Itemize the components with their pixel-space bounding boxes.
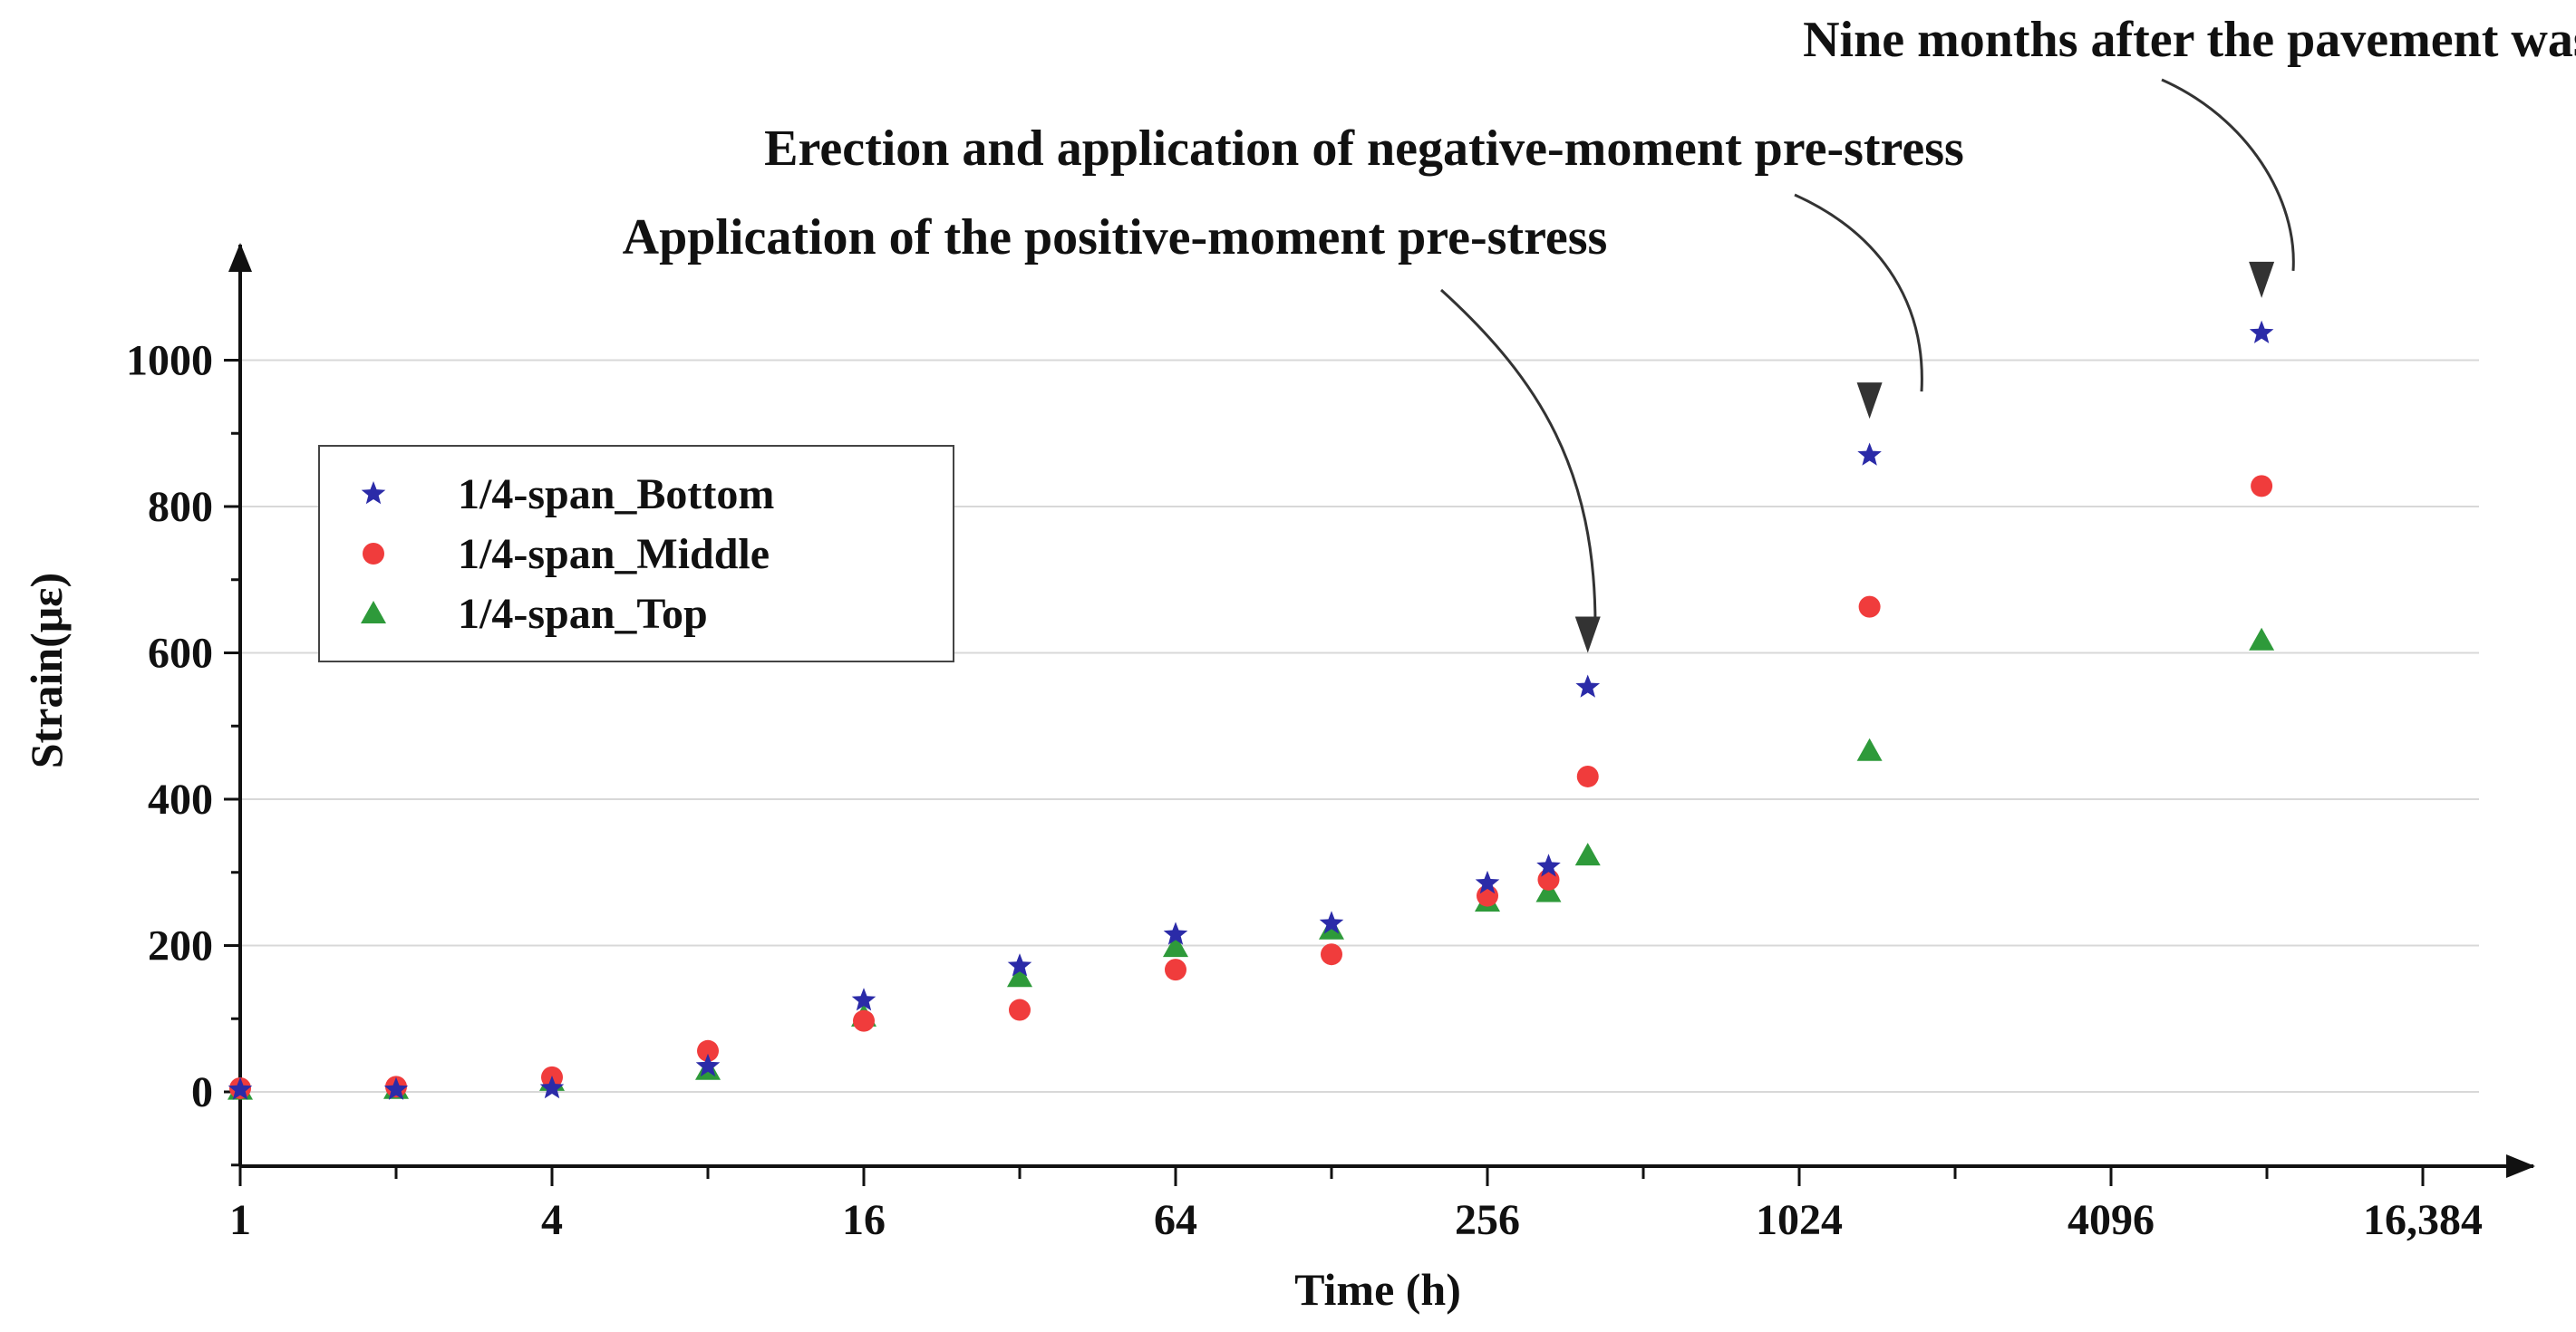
- axes: [224, 243, 2535, 1186]
- data-point-star: [539, 1076, 565, 1099]
- data-point-star: [1319, 911, 1344, 934]
- data-point-star: [1536, 854, 1561, 877]
- data-point-triangle: [1007, 964, 1032, 988]
- y-axis-arrow-icon: [228, 243, 252, 272]
- data-point-circle: [2251, 475, 2273, 497]
- data-point-star: [851, 988, 876, 1011]
- data-point-star: [695, 1053, 721, 1077]
- x-tick-label: 64: [1154, 1196, 1197, 1244]
- x-tick-label: 4096: [2068, 1196, 2155, 1244]
- data-point-circle: [1858, 595, 1881, 618]
- annotation-arrowhead-icon: [1574, 616, 1601, 653]
- annotation-label: Erection and application of negative-mom…: [764, 121, 1964, 177]
- legend-label: 1/4-span_Middle: [458, 530, 770, 578]
- data-point-star: [1575, 674, 1601, 698]
- data-point-star: [1007, 953, 1032, 977]
- annotation-arrowhead-icon: [1856, 382, 1883, 420]
- annotation-arrow-line: [1794, 193, 1923, 392]
- data-point-triangle: [1535, 879, 1562, 902]
- data-point-star: [1475, 870, 1500, 894]
- x-axis-arrow-icon: [2506, 1154, 2535, 1178]
- annotation-label: Nine months after the pavement was creat…: [1803, 12, 2576, 68]
- data-point-star: [228, 1076, 253, 1100]
- legend-marker-circle: [363, 543, 384, 565]
- data-point-triangle: [1574, 843, 1601, 866]
- y-tick-label: 400: [148, 776, 213, 824]
- legend-label: 1/4-span_Bottom: [458, 470, 774, 518]
- annotations: Application of the positive-moment pre-s…: [623, 12, 2576, 653]
- data-point-circle: [853, 1009, 875, 1032]
- x-tick-label: 1: [229, 1196, 251, 1244]
- legend: 1/4-span_Bottom 1/4-span_Middle 1/4-span_T…: [318, 445, 954, 662]
- data-point-triangle: [1163, 934, 1188, 958]
- x-tick-label: 256: [1455, 1196, 1520, 1244]
- legend-marker-triangle: [361, 601, 386, 623]
- data-point-circle: [1321, 943, 1342, 966]
- x-axis-title: Time (h): [1294, 1264, 1461, 1315]
- data-point-circle: [697, 1039, 719, 1062]
- series-star: [228, 320, 2274, 1100]
- data-point-star: [1857, 442, 1882, 466]
- data-point-star: [383, 1076, 409, 1100]
- x-tick-label: 1024: [1756, 1196, 1843, 1244]
- data-point-circle: [1576, 765, 1599, 787]
- y-tick-label: 0: [191, 1068, 213, 1116]
- data-point-star: [1163, 922, 1188, 945]
- legend-box: [318, 445, 954, 662]
- y-tick-label: 600: [148, 630, 213, 678]
- tick-labels: 1 4 16 64 256 1024 4096 16,384 0 200 400 600 800 1000: [126, 337, 2483, 1245]
- legend-marker-star: [361, 481, 386, 505]
- y-tick-label: 1000: [126, 337, 213, 385]
- annotation-arrowhead-icon: [2249, 261, 2275, 298]
- x-tick-label: 16: [842, 1196, 886, 1244]
- annotation-arrow-line: [2161, 78, 2295, 271]
- data-point-star: [2249, 320, 2274, 343]
- data-point-circle: [1537, 868, 1560, 891]
- data-point-triangle: [1856, 738, 1883, 761]
- annotation-arrow-line: [1439, 288, 1597, 626]
- series-triangle: [228, 627, 2275, 1100]
- data-point-circle: [1165, 959, 1186, 981]
- y-tick-label: 200: [148, 922, 213, 970]
- x-tick-label: 4: [541, 1196, 563, 1244]
- legend-label: 1/4-span_Top: [458, 590, 708, 638]
- data-points: [228, 320, 2275, 1100]
- data-point-circle: [1009, 999, 1031, 1021]
- data-point-triangle: [2249, 627, 2275, 651]
- x-tick-label: 16,384: [2363, 1196, 2483, 1244]
- annotation-label: Application of the positive-moment pre-s…: [623, 209, 1608, 265]
- y-axis-title: Strain(με): [21, 573, 72, 768]
- y-tick-label: 800: [148, 483, 213, 531]
